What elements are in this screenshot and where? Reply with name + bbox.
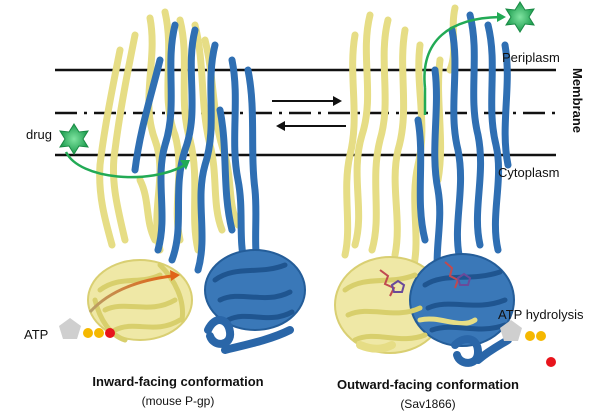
atp-binding-arrow [88,270,180,314]
green-star-icon [505,1,535,33]
adp-products [500,320,556,367]
cytoplasm-label: Cytoplasm [498,165,559,180]
drug-entry-arrow [64,151,190,179]
circle-icon [536,331,546,341]
inward-caption-title: Inward-facing conformation [92,374,263,389]
inward-caption-subtitle: (mouse P-gp) [142,394,215,408]
inward-blue-nbd [204,249,306,354]
periplasm-label: Periplasm [502,50,560,65]
pentagon-icon [59,318,81,339]
inward-facing-protein [87,8,306,354]
pentagon-icon [500,320,522,341]
circle-icon [94,328,104,338]
atp-hydrolysis-label: ATP hydrolysis [498,307,584,322]
outward-caption-title: Outward-facing conformation [337,377,519,392]
green-star-icon [59,123,89,155]
drug-label: drug [26,127,52,142]
circle-icon [83,328,93,338]
outward-facing-protein [334,4,515,367]
atp-label: ATP [24,327,48,342]
circle-icon [525,331,535,341]
outward-caption-subtitle: (Sav1866) [400,397,455,411]
drug-exit-arrow [423,12,506,115]
double-arrow-icon [272,96,346,131]
circle-icon [546,357,556,367]
atp-molecule [59,318,115,339]
membrane-label: Membrane [570,68,585,133]
circle-icon [105,328,115,338]
inward-yellow-nbd [87,259,193,343]
outward-nbd-dimer [334,253,515,367]
